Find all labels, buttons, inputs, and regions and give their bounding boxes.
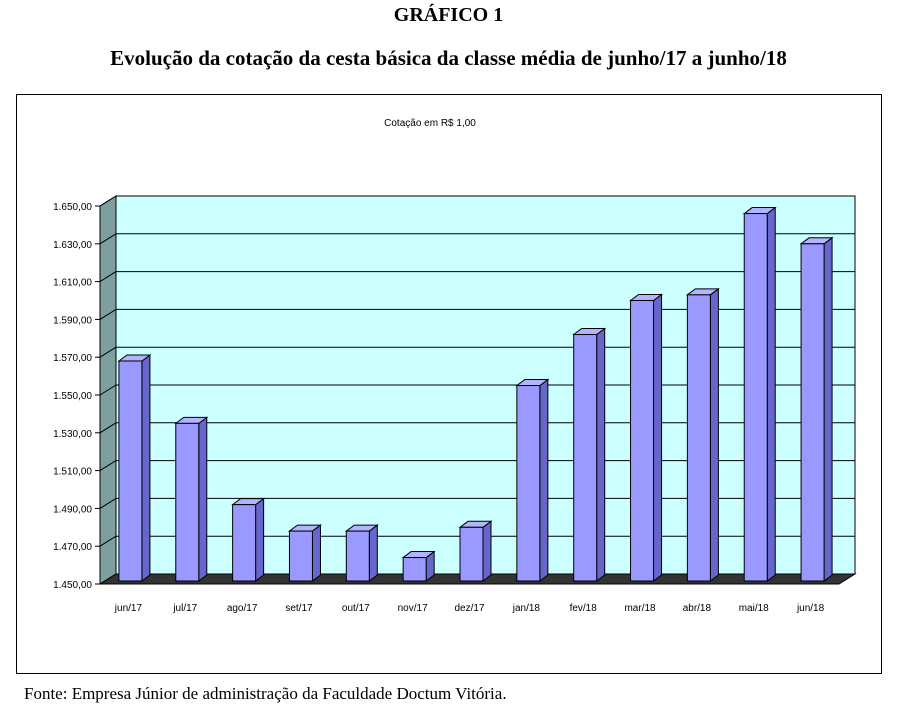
y-tick-label: 1.590,00 <box>53 315 92 326</box>
gridline-depth <box>99 308 117 320</box>
gridline-depth <box>99 346 117 358</box>
bar-side <box>311 524 321 582</box>
y-tick-label: 1.630,00 <box>53 240 92 251</box>
x-tick-label: jun/18 <box>796 603 825 614</box>
bar-side <box>539 378 549 582</box>
source-note: Fonte: Empresa Júnior de administração d… <box>24 684 507 703</box>
x-tick-label: nov/17 <box>398 603 428 614</box>
bar <box>288 530 313 582</box>
x-tick-label: ago/17 <box>227 603 258 614</box>
bar <box>573 334 598 582</box>
y-tick-label: 1.550,00 <box>53 391 92 402</box>
bar <box>459 526 484 582</box>
y-tick-label: 1.610,00 <box>53 278 92 289</box>
x-tick-label: fev/18 <box>570 603 598 614</box>
bar <box>345 530 370 582</box>
gridline-depth <box>99 497 117 509</box>
plot-area: 1.450,00 1.470,00 1.490,00 1.510,00 1.530,00… <box>53 195 857 614</box>
bar-side <box>198 416 208 582</box>
bar-side <box>368 524 378 582</box>
x-tick-label: out/17 <box>342 603 370 614</box>
gridline-depth <box>99 535 117 547</box>
chart-subtitle: Cotação em R$ 1,00 <box>384 118 476 129</box>
x-tick-label: mai/18 <box>739 603 769 614</box>
x-tick-label: abr/18 <box>683 603 712 614</box>
x-tick-label: jan/18 <box>512 603 541 614</box>
figure-label: GRÁFICO 1 <box>393 4 504 26</box>
gridline-depth <box>99 233 117 245</box>
gridline-depth <box>99 384 117 396</box>
x-tick-label: set/17 <box>285 603 313 614</box>
gridline-depth <box>99 271 117 283</box>
bar-side <box>255 497 265 582</box>
y-tick-label: 1.570,00 <box>53 353 92 364</box>
bar <box>118 360 143 582</box>
y-tick-label: 1.650,00 <box>53 202 92 213</box>
x-tick-label: mar/18 <box>624 603 656 614</box>
bar-side <box>823 236 833 582</box>
x-tick-label: jun/17 <box>114 603 143 614</box>
x-tick-label: jul/17 <box>172 603 197 614</box>
bar-side <box>596 327 606 582</box>
chart-title: Evolução da cotação da cesta básica da c… <box>110 46 787 70</box>
bar-side <box>766 206 776 582</box>
bar <box>630 300 655 582</box>
bar <box>800 243 825 582</box>
bar <box>516 385 541 582</box>
bar-side <box>482 520 492 582</box>
bar-chart: Cotação em R$ 1,00 1.450,00 1.470,00 1.490… <box>53 118 857 614</box>
bar <box>686 294 711 582</box>
bar <box>175 422 200 582</box>
bar <box>232 504 257 582</box>
bar-side <box>141 353 151 582</box>
bar <box>743 213 768 582</box>
gridline-depth <box>99 460 117 472</box>
x-tick-label: dez/17 <box>454 603 484 614</box>
gridline-depth <box>99 422 117 434</box>
bar-side <box>709 287 719 582</box>
y-tick-label: 1.530,00 <box>53 429 92 440</box>
y-tick-label: 1.470,00 <box>53 542 92 553</box>
y-tick-label: 1.510,00 <box>53 467 92 478</box>
y-tick-label: 1.450,00 <box>53 580 92 591</box>
bar <box>402 557 427 582</box>
gridline-depth <box>99 195 117 207</box>
bar-side <box>653 293 663 582</box>
y-tick-label: 1.490,00 <box>53 504 92 515</box>
